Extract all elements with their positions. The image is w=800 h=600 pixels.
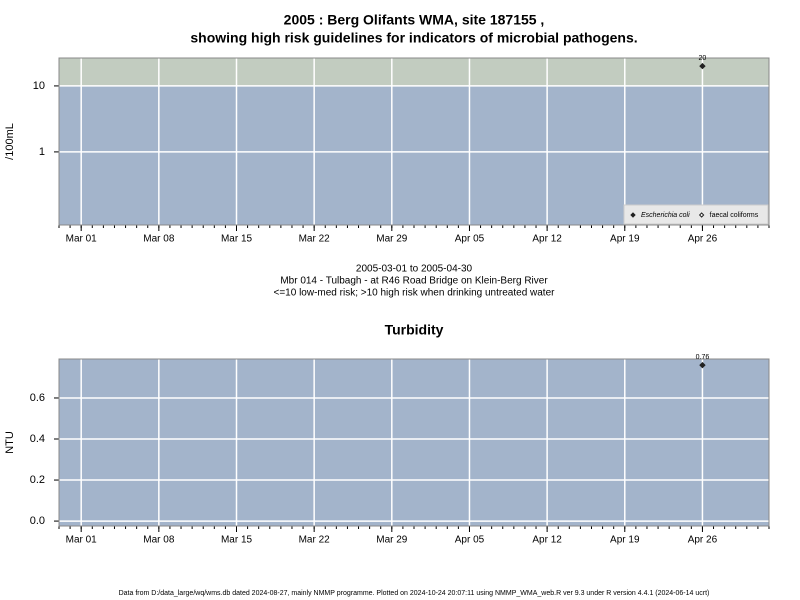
- x-tick-label: Apr 05: [455, 234, 485, 245]
- x-tick-label: Apr 26: [688, 535, 718, 546]
- x-tick-label: Mar 08: [143, 234, 175, 245]
- high-risk-band: [59, 58, 769, 86]
- x-tick-label: Mar 01: [66, 535, 98, 546]
- plot-border: [58, 358, 770, 527]
- x-tick-label: Apr 12: [532, 234, 562, 245]
- x-tick-label: Mar 29: [376, 535, 408, 546]
- y-tick-label: 0.0: [30, 515, 45, 527]
- x-tick-label: Mar 01: [66, 234, 98, 245]
- legend-marker: [630, 212, 636, 218]
- y-axis-label: NTU: [4, 431, 16, 454]
- legend-marker: [698, 212, 705, 218]
- x-tick-label: Apr 05: [455, 535, 485, 546]
- chart-title: 2005 : Berg Olifants WMA, site 187155 ,: [284, 12, 545, 28]
- plot-panel: [59, 359, 769, 526]
- x-tick-label: Mar 15: [221, 234, 253, 245]
- x-tick-label: Mar 08: [143, 535, 175, 546]
- note: Mbr 014 - Tulbagh - at R46 Road Bridge o…: [280, 276, 548, 287]
- legend-label: Escherichia coli: [641, 212, 690, 219]
- note: <=10 low-med risk; >10 high risk when dr…: [274, 288, 556, 299]
- x-tick-label: Apr 19: [610, 535, 640, 546]
- y-axis-label: /100mL: [4, 123, 16, 160]
- y-tick-label: 1: [39, 146, 45, 158]
- chart-subtitle: showing high risk guidelines for indicat…: [190, 30, 637, 46]
- y-tick-label: 0.2: [30, 474, 45, 486]
- x-tick-label: Apr 26: [688, 234, 718, 245]
- footer: Data from D:/data_large/wq/wms.db dated …: [119, 590, 710, 597]
- x-tick-label: Apr 12: [532, 535, 562, 546]
- x-tick-label: Mar 22: [299, 234, 331, 245]
- data-point: [699, 62, 706, 70]
- value-label: 0.76: [696, 354, 710, 361]
- y-tick-label: 0.6: [30, 392, 45, 404]
- chart-title: Turbidity: [385, 322, 444, 338]
- x-tick-label: Mar 22: [299, 535, 331, 546]
- x-tick-label: Apr 19: [610, 234, 640, 245]
- data-point: [699, 361, 706, 369]
- legend-box: [623, 204, 769, 225]
- value-label: 20: [699, 55, 707, 62]
- note: 2005-03-01 to 2005-04-30: [356, 264, 473, 275]
- x-tick-label: Mar 29: [376, 234, 408, 245]
- plot-border: [58, 57, 770, 226]
- y-tick-label: 10: [33, 80, 45, 92]
- legend-label: faecal coliforms: [710, 212, 759, 219]
- y-tick-label: 0.4: [30, 433, 45, 445]
- x-tick-label: Mar 15: [221, 535, 253, 546]
